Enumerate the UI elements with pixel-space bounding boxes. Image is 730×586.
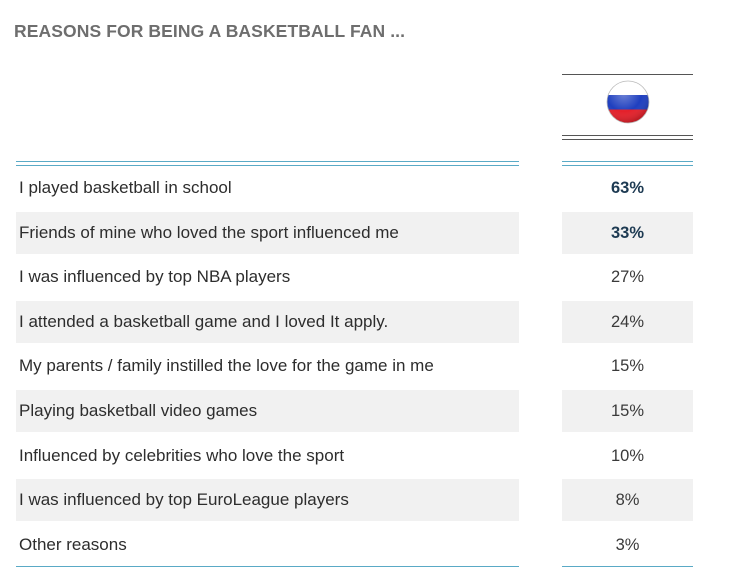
reason-percentage: 10% <box>610 446 645 465</box>
reason-label: My parents / family instilled the love f… <box>19 356 434 376</box>
table-header-rule <box>16 161 519 166</box>
reason-label: Playing basketball video games <box>16 390 519 432</box>
table-footer-rule-value-column <box>562 566 693 567</box>
reason-percentage: 15% <box>562 390 693 432</box>
russia-flag-icon <box>606 80 650 124</box>
table-row: Influenced by celebrities who love the s… <box>0 435 730 477</box>
table-row: My parents / family instilled the love f… <box>0 345 730 387</box>
reason-label: I was influenced by top NBA players <box>19 267 291 287</box>
reason-percentage: 24% <box>562 300 693 343</box>
reason-percentage: 33% <box>562 211 693 254</box>
reason-percentage: 63% <box>610 179 645 197</box>
reason-label: Other reasons <box>19 534 127 554</box>
column-header-bottom-rule <box>562 135 693 140</box>
page-title: REASONS FOR BEING A BASKETBALL FAN ... <box>14 21 406 41</box>
table-header-rule-value-column <box>562 161 693 166</box>
reason-label: I was influenced by top EuroLeague playe… <box>16 479 519 522</box>
table-row: I was influenced by top NBA players 27% <box>0 256 730 298</box>
table-footer-rule <box>16 566 519 567</box>
reason-percentage: 8% <box>562 479 693 522</box>
reason-label: Influenced by celebrities who love the s… <box>19 445 345 465</box>
table-row: Other reasons 3% <box>0 524 730 566</box>
reason-percentage: 27% <box>610 268 645 287</box>
reason-label: I attended a basketball game and I loved… <box>16 300 519 343</box>
table-row: I was influenced by top EuroLeague playe… <box>0 479 730 522</box>
table-row: I played basketball in school 63% <box>0 167 730 209</box>
reason-percentage: 15% <box>610 357 645 376</box>
reason-label: I played basketball in school <box>19 178 232 197</box>
table-row: Friends of mine who loved the sport infl… <box>0 211 730 254</box>
table-row: I attended a basketball game and I loved… <box>0 300 730 343</box>
table-row: Playing basketball video games 15% <box>0 390 730 432</box>
column-header-top-rule <box>562 74 693 75</box>
reason-label: Friends of mine who loved the sport infl… <box>16 211 519 254</box>
reason-percentage: 3% <box>615 535 640 554</box>
